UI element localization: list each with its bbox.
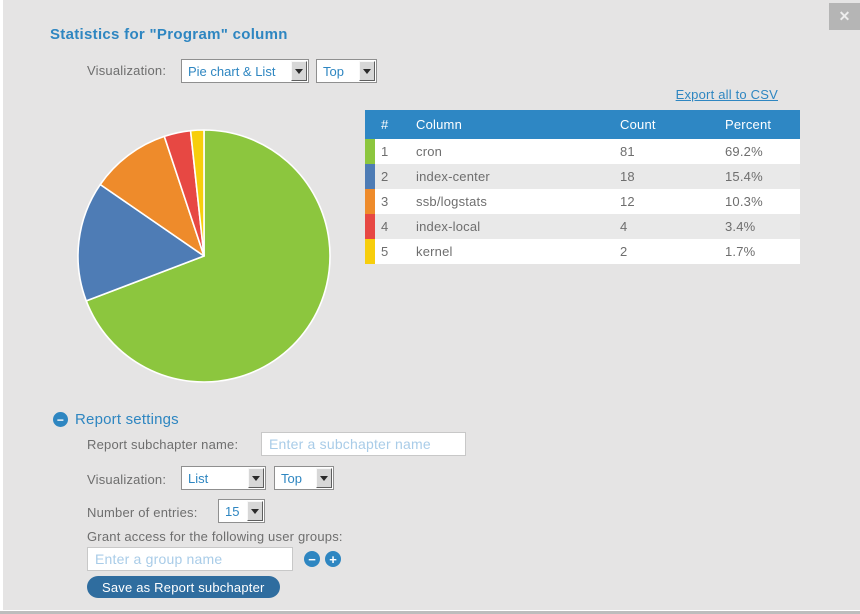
visualization-select-value: Pie chart & List — [188, 63, 276, 79]
stats-table-body: 1 cron 81 69.2% 2 index-center 18 15.4% 3 ssb/log… — [365, 139, 800, 264]
table-header-row: # Column Count Percent — [365, 110, 800, 139]
report-top-bottom-select-value: Top — [281, 470, 302, 486]
pie-slice-index-center[interactable] — [77, 183, 205, 302]
row-count: 18 — [620, 164, 725, 189]
stats-table: # Column Count Percent 1 cron 81 69.2% 2 inde… — [365, 110, 800, 264]
table-row: 2 index-center 18 15.4% — [365, 164, 800, 189]
top-bottom-select[interactable]: Top — [316, 59, 377, 83]
row-color-swatch — [365, 239, 375, 264]
row-count: 12 — [620, 189, 725, 214]
row-column: index-center — [410, 164, 620, 189]
row-index: 1 — [375, 139, 410, 164]
row-count: 81 — [620, 139, 725, 164]
header-index: # — [375, 110, 410, 139]
header-percent: Percent — [725, 110, 800, 139]
add-group-button[interactable]: + — [325, 551, 341, 567]
remove-group-button[interactable]: − — [304, 551, 320, 567]
report-settings-title: Report settings — [75, 411, 179, 428]
row-percent: 1.7% — [725, 239, 800, 264]
row-index: 4 — [375, 214, 410, 239]
pie-chart-container — [75, 127, 333, 385]
row-color-swatch — [365, 189, 375, 214]
chevron-down-icon[interactable] — [359, 61, 375, 81]
top-bottom-select-value: Top — [323, 63, 344, 79]
row-count: 2 — [620, 239, 725, 264]
entries-select[interactable]: 15 — [218, 499, 265, 523]
visualization-label-2: Visualization: — [87, 472, 167, 487]
row-column: index-local — [410, 214, 620, 239]
row-count: 4 — [620, 214, 725, 239]
page-title: Statistics for "Program" column — [50, 26, 288, 43]
visualization-select[interactable]: Pie chart & List — [181, 59, 309, 83]
table-row: 3 ssb/logstats 12 10.3% — [365, 189, 800, 214]
row-percent: 69.2% — [725, 139, 800, 164]
chevron-down-icon[interactable] — [316, 468, 332, 488]
chevron-down-icon[interactable] — [248, 468, 264, 488]
row-percent: 10.3% — [725, 189, 800, 214]
statistics-dialog: ✕ Statistics for "Program" column Visual… — [3, 0, 860, 610]
table-row: 1 cron 81 69.2% — [365, 139, 800, 164]
entries-select-value: 15 — [225, 503, 240, 519]
visualization-label: Visualization: — [87, 63, 167, 78]
collapse-minus-icon[interactable]: − — [53, 412, 68, 427]
table-row: 4 index-local 4 3.4% — [365, 214, 800, 239]
row-percent: 15.4% — [725, 164, 800, 189]
pie-slice-cron[interactable] — [85, 129, 331, 383]
subchapter-name-label: Report subchapter name: — [87, 437, 239, 452]
row-color-swatch — [365, 214, 375, 239]
report-settings-toggle[interactable]: − Report settings — [53, 411, 179, 428]
grant-access-label: Grant access for the following user grou… — [87, 529, 343, 544]
chevron-down-icon[interactable] — [291, 61, 307, 81]
row-column: kernel — [410, 239, 620, 264]
header-count: Count — [620, 110, 725, 139]
pie-slice-ssb/logstats[interactable] — [99, 135, 205, 257]
export-csv-link[interactable]: Export all to CSV — [675, 87, 778, 102]
row-color-swatch — [365, 164, 375, 189]
report-visualization-select-value: List — [188, 470, 209, 486]
pie-slice-kernel[interactable] — [189, 129, 205, 257]
chevron-down-icon[interactable] — [247, 501, 263, 521]
report-top-bottom-select[interactable]: Top — [274, 466, 334, 490]
header-column: Column — [410, 110, 620, 139]
close-icon[interactable]: ✕ — [829, 3, 860, 30]
pie-chart — [77, 129, 331, 383]
row-color-swatch — [365, 139, 375, 164]
row-index: 5 — [375, 239, 410, 264]
row-index: 3 — [375, 189, 410, 214]
row-index: 2 — [375, 164, 410, 189]
group-name-input[interactable] — [87, 547, 293, 571]
save-report-subchapter-button[interactable]: Save as Report subchapter — [87, 576, 280, 598]
window-bottom-edge — [0, 611, 860, 614]
table-row: 5 kernel 2 1.7% — [365, 239, 800, 264]
subchapter-name-input[interactable] — [261, 432, 466, 456]
row-column: cron — [410, 139, 620, 164]
row-percent: 3.4% — [725, 214, 800, 239]
row-column: ssb/logstats — [410, 189, 620, 214]
entries-label: Number of entries: — [87, 505, 198, 520]
report-visualization-select[interactable]: List — [181, 466, 266, 490]
